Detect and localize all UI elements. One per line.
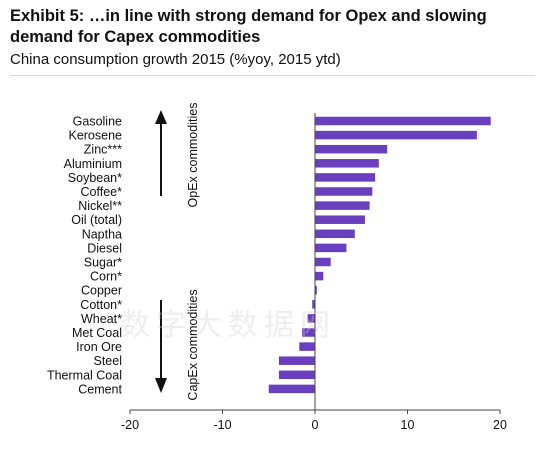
bar-cotton bbox=[312, 300, 315, 309]
bar-aluminium bbox=[315, 159, 379, 168]
bar-copper bbox=[315, 285, 317, 295]
category-label: Nickel** bbox=[78, 199, 122, 213]
category-label: Kerosene bbox=[68, 129, 122, 143]
category-label: Coffee* bbox=[81, 185, 123, 199]
category-label: Corn* bbox=[90, 270, 122, 284]
x-tick-label: -20 bbox=[121, 418, 139, 432]
bar-sugar bbox=[315, 257, 331, 267]
bar-thermal-coal bbox=[278, 370, 315, 380]
capex-group-label: CapEx commodities bbox=[186, 289, 200, 400]
category-label: Met Coal bbox=[72, 326, 122, 340]
category-label: Wheat* bbox=[81, 312, 122, 326]
bar-corn bbox=[315, 271, 324, 281]
category-label: Thermal Coal bbox=[47, 368, 122, 382]
capex-arrow-head-icon bbox=[155, 378, 167, 393]
bar-gasoline bbox=[315, 116, 491, 126]
bar-nickel bbox=[315, 201, 370, 210]
category-label: Cement bbox=[78, 382, 122, 396]
bar-iron-ore bbox=[299, 342, 315, 351]
category-label: Diesel bbox=[87, 241, 122, 255]
category-label: Aluminium bbox=[64, 157, 122, 171]
category-label: Copper bbox=[81, 284, 122, 298]
x-tick-label: -10 bbox=[213, 418, 231, 432]
opex-arrow-head-icon bbox=[155, 110, 167, 124]
category-label: Zinc*** bbox=[84, 143, 122, 157]
watermark-text: 数字大数据网 bbox=[120, 309, 336, 342]
bar-oil-total bbox=[315, 215, 365, 224]
category-label: Iron Ore bbox=[76, 340, 122, 354]
category-label: Soybean* bbox=[68, 171, 122, 185]
chart-subtitle: China consumption growth 2015 (%yoy, 201… bbox=[10, 51, 341, 68]
category-label: Gasoline bbox=[73, 115, 122, 129]
bar-soybean bbox=[315, 173, 376, 182]
bar-kerosene bbox=[315, 130, 477, 140]
bar-coffee bbox=[315, 187, 373, 196]
title-divider bbox=[10, 75, 535, 76]
x-tick-label: 0 bbox=[312, 418, 319, 432]
x-tick-label: 20 bbox=[493, 418, 507, 432]
category-label: Cotton* bbox=[80, 298, 122, 312]
category-label: Naptha bbox=[82, 227, 122, 241]
category-label: Sugar* bbox=[84, 256, 122, 270]
bar-cement bbox=[268, 384, 315, 394]
x-tick-label: 10 bbox=[401, 418, 415, 432]
category-label: Steel bbox=[94, 354, 123, 368]
chart-title: Exhibit 5: …in line with strong demand f… bbox=[10, 7, 487, 46]
bar-zinc bbox=[315, 144, 388, 154]
opex-group-label: OpEx commodities bbox=[186, 103, 200, 208]
bar-naptha bbox=[315, 229, 355, 239]
bar-steel bbox=[278, 356, 315, 365]
bar-wheat bbox=[307, 314, 315, 323]
bar-diesel bbox=[315, 243, 347, 253]
category-label: Oil (total) bbox=[71, 213, 122, 227]
bar-met-coal bbox=[302, 328, 315, 337]
